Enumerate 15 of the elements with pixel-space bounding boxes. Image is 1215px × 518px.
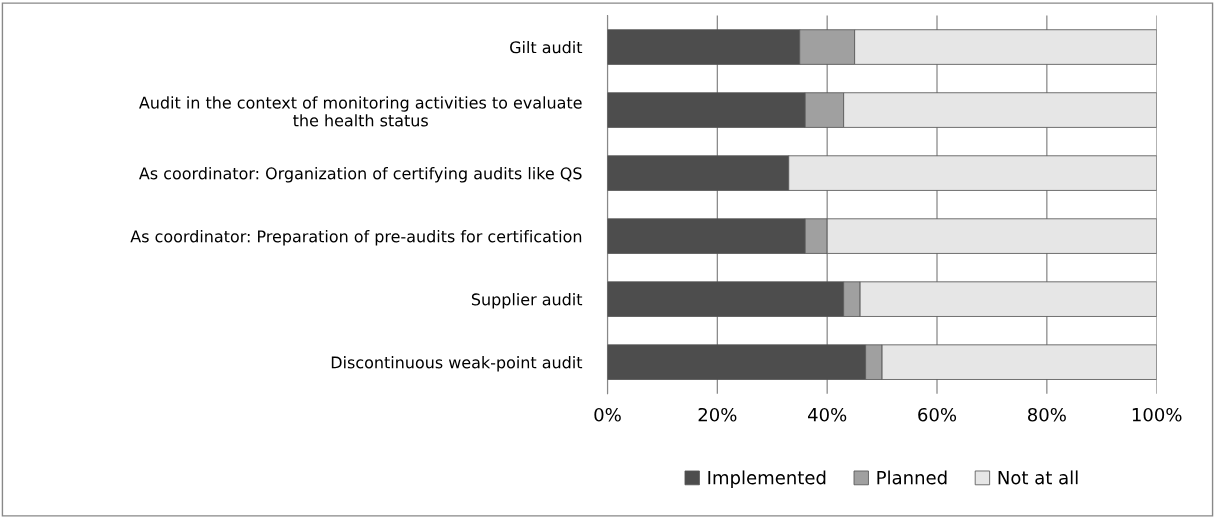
legend-label: Planned: [877, 470, 947, 485]
y-tick-label: As coordinator: Organization of certifying audits like QS: [139, 167, 582, 183]
y-tick-label: Audit in the context of monitoring activities to evaluate the health status: [139, 96, 582, 127]
legend-label: Not at all: [998, 470, 1078, 485]
x-tick-label: 0%: [594, 407, 621, 422]
legend-label: Implemented: [708, 470, 826, 488]
x-tick-label: 20%: [698, 407, 737, 422]
x-tick-label: 80%: [1028, 407, 1066, 422]
x-tick-label: 40%: [807, 407, 847, 422]
x-tick-label: 100%: [1132, 407, 1182, 422]
y-tick-label: As coordinator: Preparation of pre-audits for certification: [130, 230, 582, 246]
x-tick-label: 60%: [918, 407, 957, 422]
y-tick-label: Gilt audit: [510, 40, 583, 54]
y-tick-label: Discontinuous weak-point audit: [331, 356, 583, 372]
y-tick-label: Supplier audit: [471, 293, 583, 309]
